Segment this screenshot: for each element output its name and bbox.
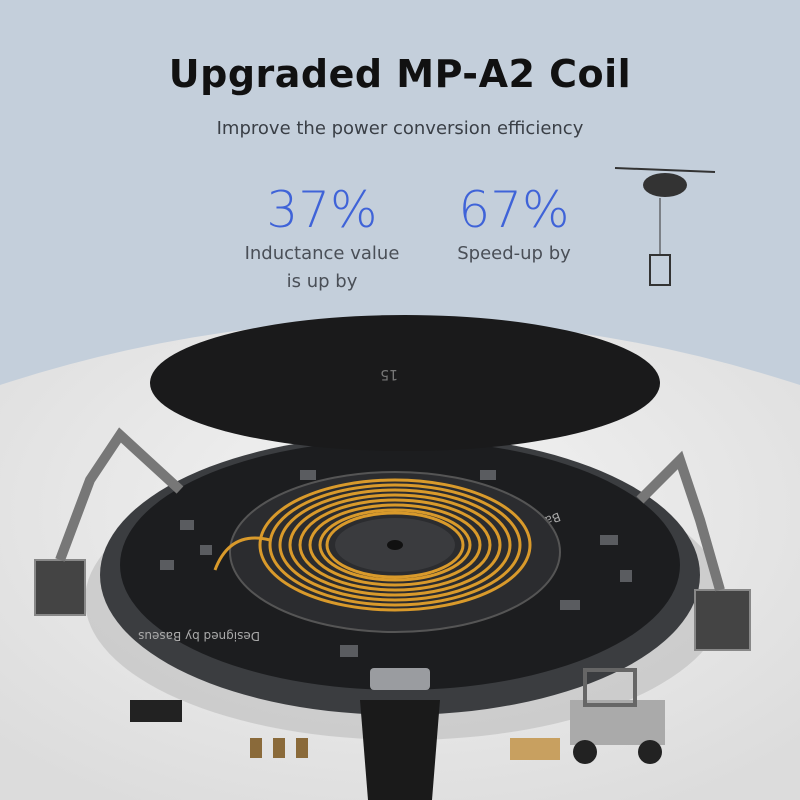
page-subtitle: Improve the power conversion efficiency	[216, 118, 584, 139]
pcb-components	[160, 470, 632, 657]
cover-mark: 15	[380, 366, 398, 382]
stat-value: 37%	[266, 181, 378, 239]
copper-coil	[213, 478, 532, 612]
cover-plate	[150, 315, 660, 451]
helicopter	[614, 167, 716, 286]
stat-label: Speed-up by	[457, 243, 571, 264]
usb-cable	[360, 700, 440, 800]
robot-arm-left	[34, 427, 184, 616]
chip	[130, 700, 182, 722]
forklift	[510, 668, 665, 764]
usb-c-port	[370, 668, 430, 690]
stat-value: 67%	[458, 181, 570, 239]
stat-speed: 67% Speed-up by	[404, 180, 624, 268]
coil-center-hole	[387, 540, 403, 550]
page-title: Upgraded MP-A2 Coil	[168, 52, 632, 96]
stat-inductance: 37% Inductance value is up by	[212, 180, 432, 296]
designed-by-print: Designed by Baseus	[138, 629, 260, 643]
robot-arm-right	[636, 450, 751, 651]
stat-label: Inductance value is up by	[244, 243, 400, 292]
capacitors	[250, 738, 308, 758]
